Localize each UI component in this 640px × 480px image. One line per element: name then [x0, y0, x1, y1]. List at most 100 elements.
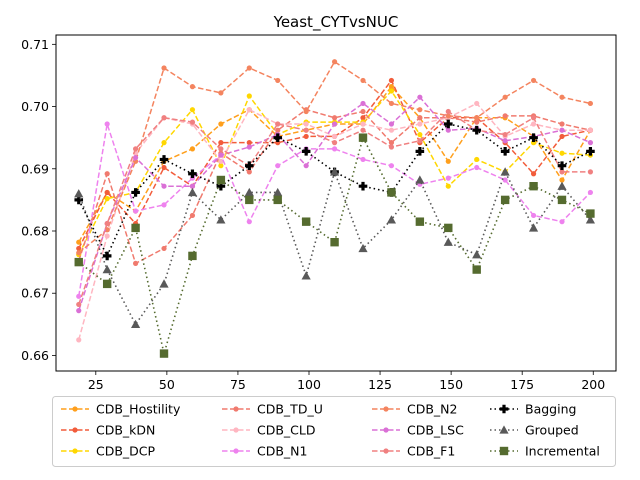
legend-swatch-marker	[499, 446, 509, 456]
data-point-cdb-n2	[388, 100, 395, 107]
legend: CDB_Hostility CDB_kDN CDB_DCP CDB_TD_U CDB_C…	[52, 396, 616, 467]
data-point-cdb-dcp	[218, 163, 224, 169]
data-point-cdb-cld	[104, 233, 110, 239]
legend-item-cdb-lsc: CDB_LSC	[372, 423, 464, 438]
data-point-cdb-lsc	[360, 100, 366, 107]
data-point-cdb-cld	[218, 158, 224, 164]
legend-swatch-marker	[383, 427, 389, 433]
data-point-cdb-n2	[474, 115, 480, 121]
data-point-cdb-lsc	[189, 183, 196, 189]
data-point-cdb-n1	[132, 208, 139, 214]
data-point-cdb-n2	[76, 250, 82, 256]
legend-swatch-marker	[383, 406, 389, 412]
data-point-incremental	[415, 217, 425, 226]
data-point-cdb-lsc	[132, 154, 139, 161]
data-point-cdb-n1	[246, 219, 252, 225]
data-point-cdb-lsc	[559, 127, 565, 133]
data-point-cdb-dcp	[189, 107, 196, 113]
series-bagging	[74, 119, 595, 261]
data-point-cdb-n2	[331, 59, 338, 65]
series-cdb-hostility	[76, 84, 594, 245]
data-point-bagging	[500, 147, 510, 156]
data-point-cdb-f1	[331, 140, 338, 146]
x-tick-label: 50	[159, 377, 175, 392]
legend-item-cdb-cld: CDB_CLD	[222, 423, 316, 438]
data-point-bagging	[358, 181, 368, 191]
data-point-cdb-kdn	[161, 164, 167, 171]
data-point-bagging	[301, 147, 311, 156]
legend-label: CDB_N1	[257, 444, 307, 459]
legend-label: CDB_LSC	[407, 423, 464, 438]
data-point-cdb-cld	[246, 107, 252, 113]
series-cdb-n2	[76, 59, 594, 256]
data-point-bagging	[472, 125, 482, 135]
x-tick-label: 200	[581, 377, 605, 392]
legend-label: CDB_DCP	[96, 444, 156, 459]
data-point-cdb-kdn	[246, 140, 252, 146]
data-point-incremental	[131, 223, 140, 233]
data-point-cdb-lsc	[445, 127, 451, 133]
data-point-cdb-lsc	[218, 152, 224, 158]
data-point-grouped	[500, 167, 510, 176]
data-point-incremental	[472, 265, 481, 274]
data-point-cdb-kdn	[530, 171, 537, 177]
data-point-grouped	[358, 243, 368, 253]
data-point-cdb-kdn	[218, 140, 224, 146]
legend-swatch-marker	[233, 406, 239, 412]
data-point-grouped	[244, 187, 254, 197]
chart-title: Yeast_CYTvsNUC	[273, 13, 399, 32]
data-point-cdb-f1	[417, 138, 423, 144]
data-point-cdb-n1	[331, 146, 338, 152]
legend-item-cdb-kdn: CDB_kDN	[61, 423, 155, 438]
data-point-cdb-n1	[104, 121, 110, 127]
data-point-cdb-lsc	[331, 121, 338, 127]
data-point-cdb-lsc	[303, 163, 309, 169]
data-point-cdb-n2	[360, 77, 366, 84]
legend-label: Grouped	[525, 423, 579, 438]
data-point-bagging	[529, 133, 538, 142]
x-tick-label: 100	[297, 377, 321, 392]
data-point-cdb-td-u	[246, 169, 252, 175]
legend-label: CDB_CLD	[257, 423, 316, 438]
data-point-cdb-hostility	[445, 158, 451, 164]
data-point-incremental	[102, 279, 112, 289]
data-point-cdb-dcp	[417, 131, 423, 138]
data-point-cdb-f1	[76, 301, 82, 308]
data-point-cdb-n2	[189, 84, 196, 90]
legend-item-grouped: Grouped	[490, 423, 579, 438]
data-point-bagging	[244, 161, 254, 170]
data-point-cdb-hostility	[189, 146, 196, 152]
data-point-incremental	[387, 188, 396, 197]
data-point-incremental	[301, 217, 311, 226]
data-point-cdb-n2	[303, 108, 309, 115]
data-point-cdb-td-u	[161, 245, 167, 252]
legend-swatch-marker	[72, 448, 78, 454]
data-point-cdb-n2	[445, 113, 451, 119]
data-point-cdb-dcp	[388, 88, 395, 94]
series-incremental	[74, 133, 595, 358]
data-point-grouped	[528, 223, 539, 232]
legend-swatch-marker	[383, 448, 389, 454]
data-point-grouped	[273, 187, 283, 197]
data-point-cdb-n1	[161, 202, 167, 208]
data-point-bagging	[131, 188, 140, 197]
data-point-cdb-f1	[218, 146, 224, 152]
data-point-cdb-n2	[559, 94, 565, 100]
data-point-cdb-hostility	[218, 121, 224, 127]
data-point-cdb-n1	[76, 293, 82, 299]
data-point-cdb-hostility	[388, 84, 395, 90]
data-point-cdb-f1	[303, 127, 309, 133]
data-point-cdb-n2	[275, 77, 281, 84]
y-tick-label: 0.69	[21, 161, 49, 176]
x-tick-label: 150	[439, 377, 463, 392]
data-point-cdb-n1	[360, 156, 366, 163]
data-point-cdb-dcp	[161, 140, 167, 146]
data-point-incremental	[444, 223, 453, 233]
data-point-cdb-n1	[388, 163, 395, 169]
data-point-grouped	[102, 264, 112, 274]
data-point-incremental	[358, 133, 368, 142]
data-point-cdb-f1	[104, 220, 110, 227]
data-point-cdb-n1	[559, 219, 565, 225]
data-point-cdb-kdn	[104, 189, 110, 196]
data-point-cdb-n1	[275, 163, 281, 169]
